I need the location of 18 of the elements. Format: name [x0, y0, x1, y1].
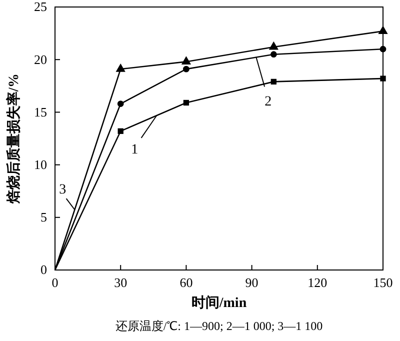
x-tick-label: 0: [52, 275, 58, 290]
x-tick-label: 90: [245, 275, 258, 290]
text: 还原温度/℃: 1—900; 2—1 000; 3—1 100: [115, 319, 323, 333]
legend-label: 1: [131, 142, 138, 158]
y-tick-label: 5: [40, 210, 47, 225]
x-tick-label: 150: [373, 275, 393, 290]
x-tick-label: 60: [180, 275, 193, 290]
x-axis-title: 时间/min: [191, 295, 247, 311]
y-tick-label: 0: [40, 262, 47, 278]
y-tick-label: 20: [34, 52, 47, 67]
x-tick-label: 120: [308, 275, 328, 290]
y-tick-label: 25: [34, 0, 47, 14]
legend-label: 2: [264, 94, 272, 110]
series-label: 3: [59, 182, 66, 198]
y-axis-title: 焙烧后质量损失率/%: [5, 74, 22, 204]
y-tick-label: 10: [34, 156, 47, 172]
x-tick-label: 30: [114, 275, 128, 290]
y-tick-label: 15: [34, 104, 47, 120]
